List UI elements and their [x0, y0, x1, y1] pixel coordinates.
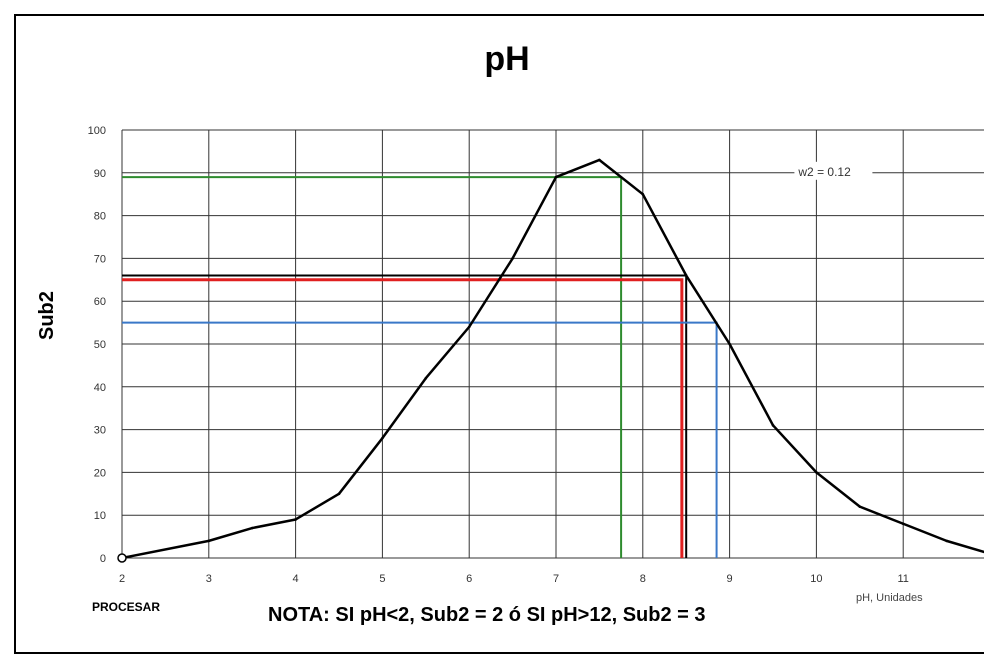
- x-tick-label: 4: [293, 573, 299, 585]
- data-point: [555, 176, 558, 179]
- data-point: [425, 377, 428, 380]
- data-point: [468, 326, 471, 329]
- x-tick-label: 2: [119, 573, 125, 585]
- y-tick-label: 20: [94, 467, 106, 479]
- x-axis-label: pH, Unidades: [856, 592, 923, 604]
- data-point: [859, 505, 862, 508]
- data-point: [815, 471, 818, 474]
- data-point: [902, 522, 905, 525]
- y-tick-label: 50: [94, 339, 106, 351]
- y-tick-label: 60: [94, 296, 106, 308]
- reference-line: [122, 177, 621, 558]
- y-tick-label: 100: [88, 125, 106, 137]
- y-tick-label: 90: [94, 168, 106, 180]
- x-tick-label: 9: [727, 573, 733, 585]
- annotation-text: w2 = 0.12: [797, 165, 851, 179]
- y-tick-label: 30: [94, 425, 106, 437]
- data-point: [685, 274, 688, 277]
- data-point: [642, 193, 645, 196]
- x-tick-label: 8: [640, 573, 646, 585]
- y-axis-label-wrap: Sub2: [36, 220, 76, 300]
- y-tick-label: 10: [94, 510, 106, 522]
- x-tick-label: 5: [379, 573, 385, 585]
- data-point: [208, 540, 211, 543]
- data-point: [251, 527, 254, 530]
- x-tick-label: 6: [466, 573, 472, 585]
- reference-line: [122, 323, 717, 558]
- x-tick-label: 11: [897, 573, 908, 585]
- series-line: [122, 160, 984, 558]
- y-axis-label: Sub2: [36, 291, 59, 340]
- chart-title: pH: [0, 40, 984, 79]
- y-tick-label: 40: [94, 382, 106, 394]
- y-tick-label: 0: [100, 553, 106, 565]
- plot-area: 234567891011120102030405060708090100w2 =…: [0, 0, 984, 637]
- data-point: [728, 343, 731, 346]
- data-point: [294, 518, 297, 521]
- data-point: [945, 540, 948, 543]
- data-point: [338, 493, 341, 496]
- x-tick-label: 7: [553, 573, 559, 585]
- y-tick-label: 70: [94, 253, 106, 265]
- origin-marker: [118, 554, 126, 562]
- x-tick-label: 3: [206, 573, 212, 585]
- x-tick-label: 10: [810, 573, 822, 585]
- data-point: [772, 424, 775, 427]
- process-button[interactable]: PROCESAR: [92, 600, 160, 614]
- data-point: [381, 437, 384, 440]
- note-text: NOTA: SI pH<2, Sub2 = 2 ó SI pH>12, Sub2…: [268, 604, 706, 627]
- data-point: [511, 257, 514, 260]
- reference-line: [122, 280, 682, 558]
- data-point: [598, 159, 601, 162]
- y-tick-label: 80: [94, 211, 106, 223]
